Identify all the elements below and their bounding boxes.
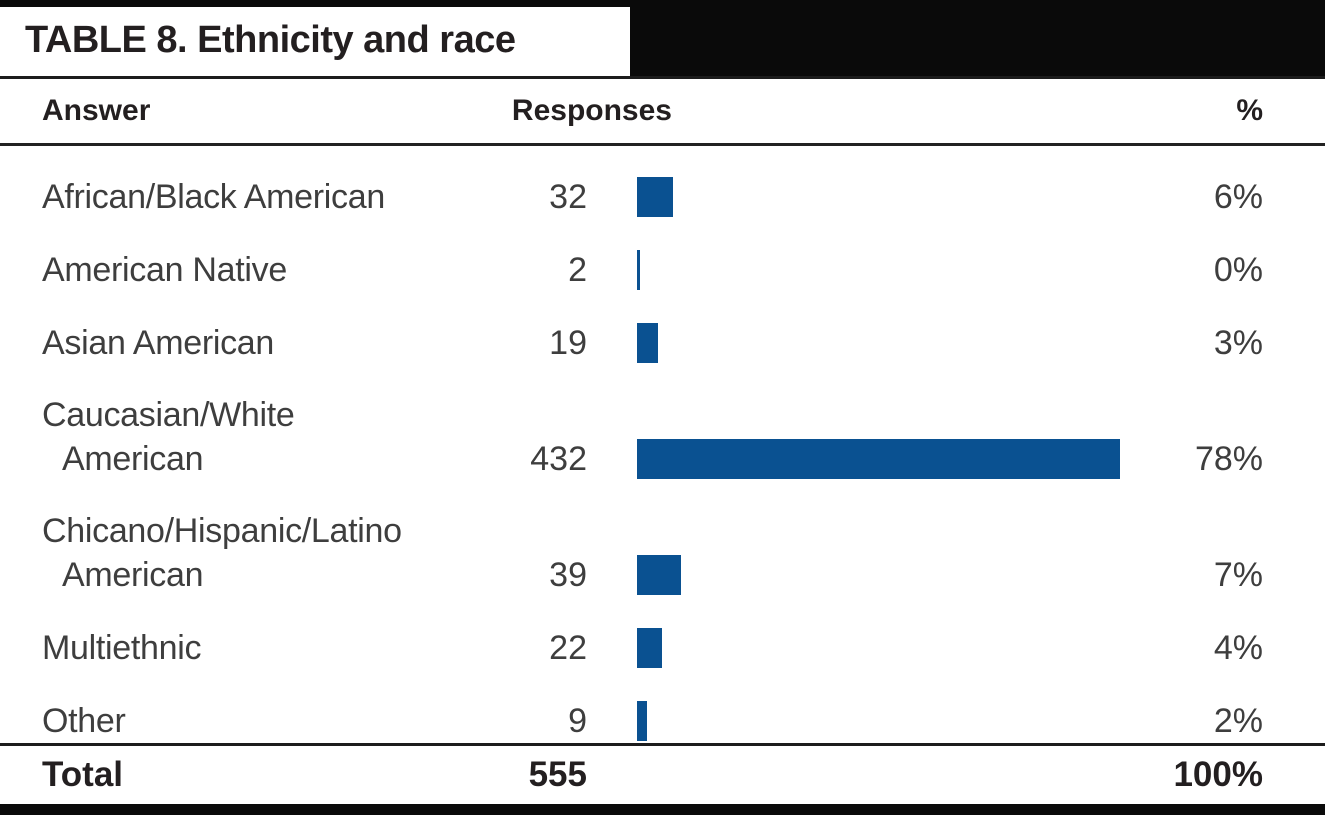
row-percent: 78% bbox=[1194, 439, 1263, 478]
row-label-line2: American bbox=[62, 440, 204, 478]
row-bar bbox=[637, 701, 647, 741]
total-percent: 100% bbox=[1173, 755, 1263, 794]
row-responses: 32 bbox=[549, 177, 587, 216]
total-rule bbox=[0, 743, 1325, 746]
row-responses: 432 bbox=[530, 439, 587, 478]
table-row: Multiethnic 22 4% bbox=[0, 597, 1325, 670]
row-label: American Native bbox=[42, 248, 482, 292]
row-label-line1: Caucasian/White bbox=[42, 396, 295, 434]
row-responses: 19 bbox=[549, 323, 587, 362]
bottom-black-strip bbox=[0, 804, 1325, 815]
row-responses: 39 bbox=[549, 555, 587, 594]
row-percent: 4% bbox=[1213, 628, 1263, 667]
total-label: Total bbox=[42, 755, 124, 794]
table-row: Asian American 19 3% bbox=[0, 292, 1325, 365]
row-percent: 7% bbox=[1213, 555, 1263, 594]
row-label: Asian American bbox=[42, 321, 482, 365]
row-label-line1: African/Black American bbox=[42, 178, 385, 216]
row-percent: 2% bbox=[1213, 701, 1263, 740]
column-header-percent: % bbox=[1236, 94, 1263, 127]
row-label-line1: Multiethnic bbox=[42, 629, 202, 667]
row-label: African/Black American bbox=[42, 175, 482, 219]
column-header-row: Answer Responses % bbox=[0, 79, 1325, 143]
total-row: Total 555 100% bbox=[0, 746, 1325, 804]
row-label: Multiethnic bbox=[42, 626, 482, 670]
row-label-line1: Other bbox=[42, 702, 126, 740]
row-responses: 2 bbox=[568, 250, 587, 289]
table-row: Chicano/Hispanic/Latino American 39 7% bbox=[0, 481, 1325, 597]
table-row: American Native 2 0% bbox=[0, 219, 1325, 292]
row-responses: 9 bbox=[568, 701, 587, 740]
row-label-line1: Chicano/Hispanic/Latino bbox=[42, 512, 402, 550]
row-percent: 6% bbox=[1213, 177, 1263, 216]
total-responses: 555 bbox=[528, 755, 587, 794]
header-rule bbox=[0, 143, 1325, 146]
table-title: TABLE 8. Ethnicity and race bbox=[25, 19, 516, 61]
table-row: Other 9 2% bbox=[0, 670, 1325, 743]
table-row: African/Black American 32 6% bbox=[0, 146, 1325, 219]
row-bar bbox=[637, 177, 673, 217]
row-responses: 22 bbox=[549, 628, 587, 667]
row-label: Caucasian/White American bbox=[42, 393, 482, 481]
table-row: Caucasian/White American 432 78% bbox=[0, 365, 1325, 481]
title-band: TABLE 8. Ethnicity and race bbox=[0, 0, 1325, 76]
row-bar bbox=[637, 628, 662, 668]
row-percent: 3% bbox=[1213, 323, 1263, 362]
title-black-banner bbox=[630, 0, 1325, 76]
row-bar bbox=[637, 439, 1120, 479]
row-label-line1: American Native bbox=[42, 251, 287, 289]
row-percent: 0% bbox=[1213, 250, 1263, 289]
row-label-line2: American bbox=[62, 556, 204, 594]
column-header-answer: Answer bbox=[42, 94, 151, 127]
row-bar bbox=[637, 250, 640, 290]
row-label: Chicano/Hispanic/Latino American bbox=[42, 509, 482, 597]
row-bar bbox=[637, 555, 681, 595]
row-label: Other bbox=[42, 699, 482, 743]
row-bar bbox=[637, 323, 658, 363]
title-rule bbox=[0, 76, 1325, 79]
table-body: African/Black American 32 6% American Na… bbox=[0, 146, 1325, 743]
column-header-responses: Responses bbox=[511, 94, 672, 127]
row-label-line1: Asian American bbox=[42, 324, 275, 362]
